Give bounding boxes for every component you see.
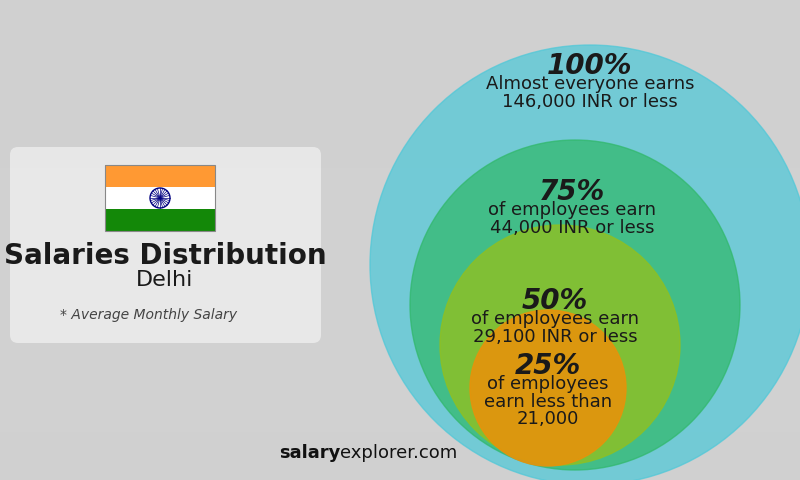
Bar — [105, 209, 215, 231]
Bar — [0, 0, 800, 24]
Bar — [0, 432, 800, 456]
Circle shape — [440, 225, 680, 465]
Text: of employees earn: of employees earn — [471, 310, 639, 328]
Bar — [0, 408, 800, 432]
Bar — [0, 72, 800, 96]
FancyBboxPatch shape — [10, 147, 321, 343]
Text: explorer.com: explorer.com — [340, 444, 458, 462]
Text: 146,000 INR or less: 146,000 INR or less — [502, 93, 678, 110]
Bar — [0, 216, 800, 240]
Bar — [0, 168, 800, 192]
Bar — [0, 312, 800, 336]
Circle shape — [410, 140, 740, 470]
Bar — [105, 165, 215, 231]
Bar — [0, 264, 800, 288]
Bar — [0, 336, 800, 360]
Circle shape — [470, 310, 626, 466]
Text: 21,000: 21,000 — [517, 410, 579, 428]
Text: of employees earn: of employees earn — [488, 201, 656, 219]
Bar — [0, 24, 800, 48]
Text: Almost everyone earns: Almost everyone earns — [486, 75, 694, 93]
Bar — [0, 456, 800, 480]
Text: 44,000 INR or less: 44,000 INR or less — [490, 218, 654, 237]
Text: 25%: 25% — [515, 352, 581, 380]
Text: 50%: 50% — [522, 287, 588, 315]
Text: 29,100 INR or less: 29,100 INR or less — [473, 327, 638, 346]
Text: 75%: 75% — [539, 178, 605, 206]
Text: of employees: of employees — [487, 375, 609, 393]
Text: Salaries Distribution: Salaries Distribution — [4, 242, 326, 270]
Bar — [0, 48, 800, 72]
Bar — [105, 165, 215, 187]
Bar — [0, 384, 800, 408]
Bar — [0, 360, 800, 384]
Bar — [0, 288, 800, 312]
Text: salary: salary — [278, 444, 340, 462]
Bar — [0, 96, 800, 120]
Text: 100%: 100% — [547, 52, 633, 80]
Bar — [0, 192, 800, 216]
Circle shape — [370, 45, 800, 480]
Bar — [105, 187, 215, 209]
Text: earn less than: earn less than — [484, 393, 612, 410]
Text: Delhi: Delhi — [136, 270, 194, 290]
Bar — [0, 144, 800, 168]
Text: * Average Monthly Salary: * Average Monthly Salary — [60, 308, 237, 322]
Bar — [0, 240, 800, 264]
Bar — [0, 120, 800, 144]
